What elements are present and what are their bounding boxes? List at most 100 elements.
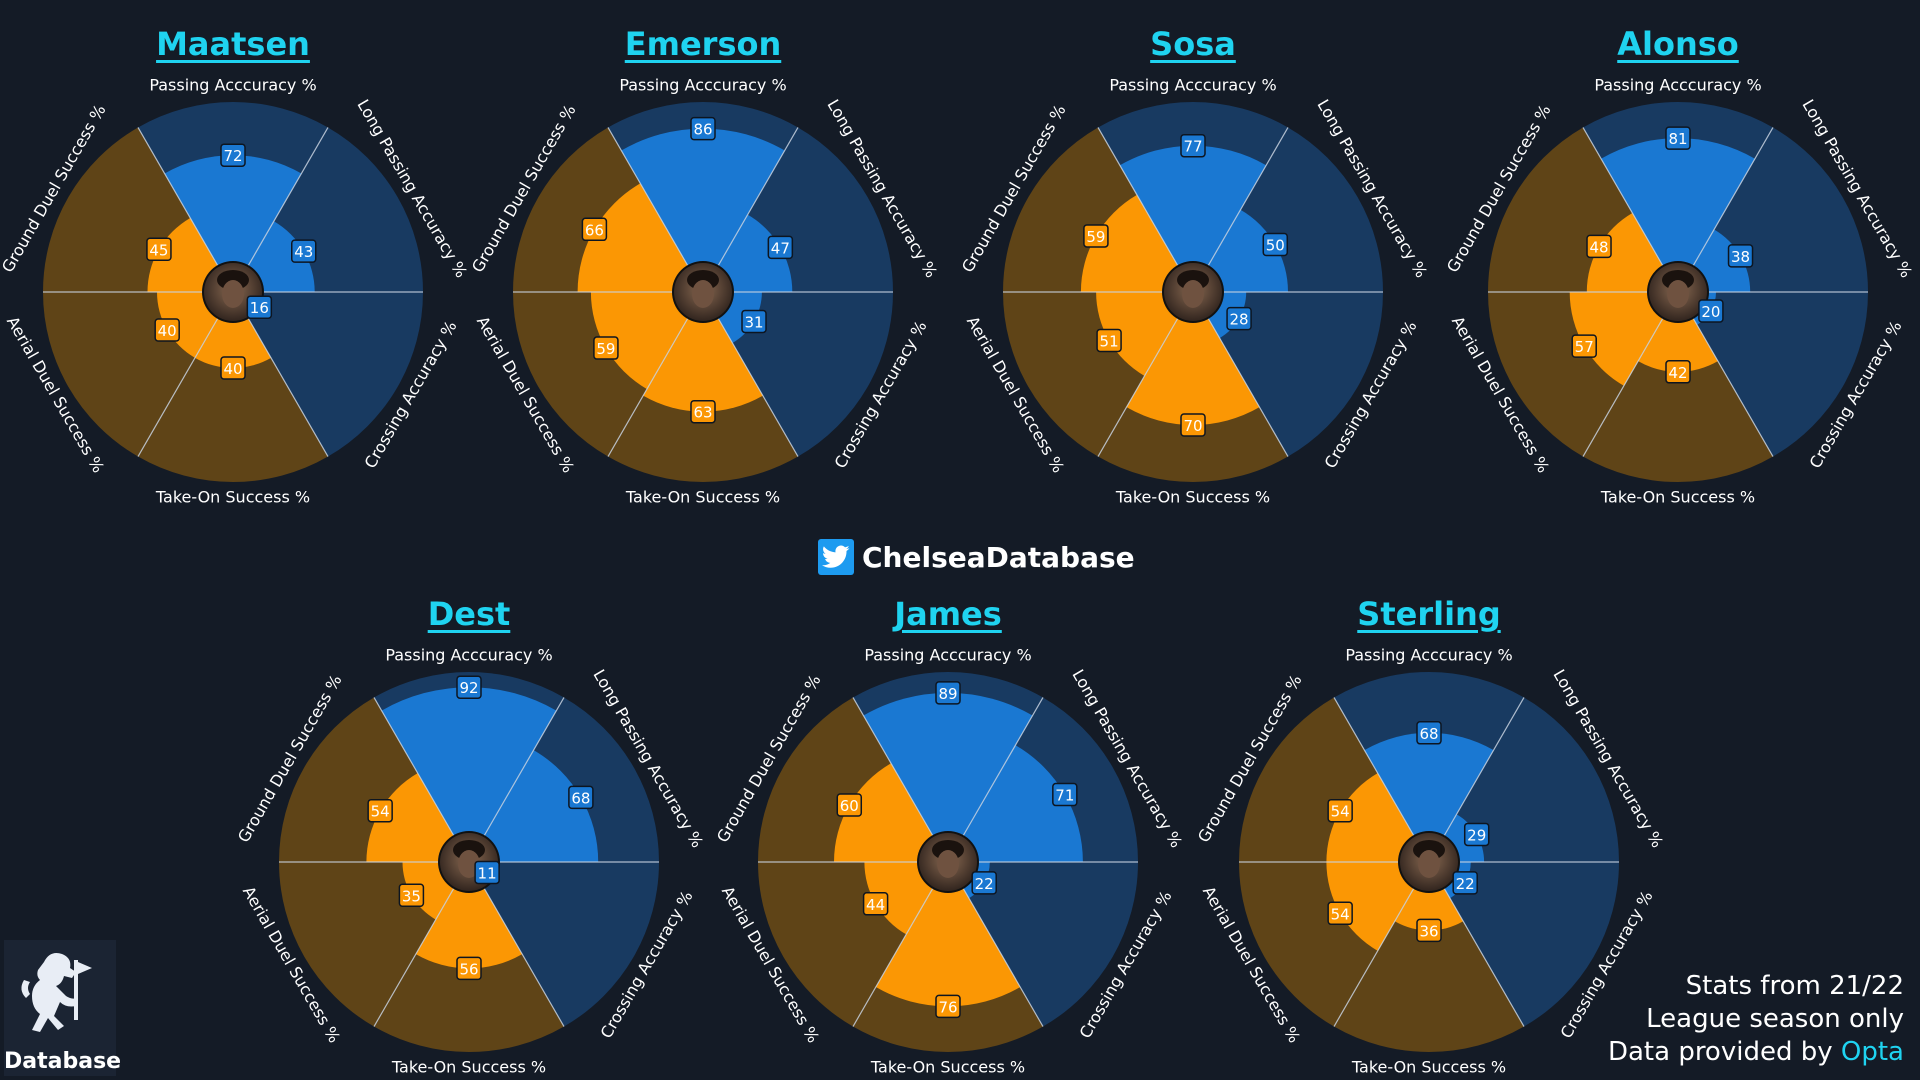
value-slice-passing-acccuracy (1119, 145, 1267, 292)
value-label: 63 (693, 404, 712, 422)
player-avatar-icon (1647, 261, 1709, 323)
value-slice-take-on-success (415, 862, 523, 969)
slice-divider (852, 697, 949, 863)
value-label: 47 (771, 239, 790, 257)
slice-divider (1333, 861, 1430, 1027)
value-slice-take-on-success (1394, 862, 1464, 931)
value-label: 70 (1183, 417, 1202, 435)
value-slice-ground-duel-success (834, 763, 948, 862)
player-title-dest: Dest (427, 595, 511, 633)
footer-line-1: Stats from 21/22 (1685, 971, 1904, 1001)
value-label: 68 (571, 789, 590, 807)
value-label: 40 (158, 322, 177, 340)
value-label: 20 (1701, 303, 1720, 321)
value-badge-long-passing-accuracy: 43 (291, 239, 317, 263)
value-slice-passing-acccuracy (1601, 138, 1755, 292)
value-slice-passing-acccuracy (1364, 732, 1494, 862)
value-slice-aerial-duel-success (1326, 862, 1429, 951)
category-label-take-on-success: Take-On Success % (870, 1058, 1025, 1077)
slice-bg-take-on-success (1334, 862, 1524, 1052)
player-title-emerson: Emerson (624, 25, 782, 63)
value-badge-aerial-duel-success: 57 (1571, 334, 1597, 358)
value-label: 68 (1419, 725, 1438, 743)
value-badge-take-on-success: 56 (456, 956, 482, 981)
value-badge-ground-duel-success: 48 (1586, 234, 1612, 259)
value-slice-ground-duel-success (577, 183, 703, 292)
value-badge-take-on-success: 40 (220, 356, 246, 380)
category-label-take-on-success: Take-On Success % (1351, 1058, 1506, 1077)
value-label: 40 (223, 360, 242, 378)
value-label: 81 (1668, 130, 1687, 148)
value-badge-long-passing-accuracy: 38 (1727, 244, 1754, 268)
value-label: 16 (250, 299, 269, 317)
value-label: 54 (1331, 905, 1350, 923)
value-badge-long-passing-accuracy: 50 (1262, 232, 1289, 257)
value-label: 60 (840, 797, 859, 815)
slice-divider (1097, 291, 1194, 457)
value-label: 42 (1668, 364, 1687, 382)
value-badge-ground-duel-success: 54 (1327, 798, 1353, 823)
value-badge-aerial-duel-success: 44 (862, 892, 889, 916)
value-slice-aerial-duel-success (1569, 292, 1678, 386)
value-badge-take-on-success: 36 (1416, 918, 1442, 943)
value-label: 43 (294, 243, 313, 261)
value-badge-aerial-duel-success: 40 (154, 318, 180, 342)
player-avatar-icon (1398, 831, 1460, 893)
slice-bg-crossing-accuracy (1678, 292, 1868, 457)
value-badge-crossing-accuracy: 11 (474, 860, 500, 885)
value-label: 29 (1467, 826, 1486, 844)
player-title-alonso: Alonso (1617, 25, 1739, 63)
category-label-passing-acccuracy: Passing Acccuracy % (1345, 646, 1512, 665)
category-label-passing-acccuracy: Passing Acccuracy % (385, 646, 552, 665)
value-badge-take-on-success: 42 (1665, 360, 1691, 384)
slice-divider (373, 861, 470, 1027)
value-label: 66 (585, 221, 604, 239)
slice-divider (468, 861, 565, 1027)
value-badge-long-passing-accuracy: 47 (767, 235, 794, 260)
slice-bg-crossing-accuracy (233, 292, 423, 457)
value-slice-aerial-duel-success (1096, 292, 1193, 376)
slice-divider (468, 697, 565, 863)
value-slice-ground-duel-success (1326, 773, 1429, 862)
value-slice-passing-acccuracy (863, 692, 1033, 862)
slice-divider (607, 127, 704, 293)
footer-line-3-prefix: Data provided by (1607, 1037, 1841, 1067)
value-slice-take-on-success (643, 292, 763, 412)
slice-divider (1428, 861, 1525, 1027)
player-avatar-icon (1162, 261, 1224, 323)
value-badge-ground-duel-success: 59 (1083, 224, 1109, 248)
value-label: 36 (1419, 922, 1438, 940)
value-badge-ground-duel-success: 45 (146, 237, 172, 261)
value-slice-take-on-success (875, 862, 1021, 1007)
value-slice-ground-duel-success (366, 773, 469, 862)
slice-bg-crossing-accuracy (469, 862, 659, 1027)
value-slice-take-on-success (1126, 292, 1260, 425)
value-badge-long-passing-accuracy: 71 (1052, 782, 1078, 807)
footer-source: Opta (1840, 1037, 1904, 1067)
footer-line-3: Data provided by Opta (1608, 1036, 1904, 1069)
value-label: 86 (693, 121, 712, 139)
slice-divider (702, 291, 799, 457)
value-label: 72 (223, 147, 242, 165)
value-slice-passing-acccuracy (621, 128, 785, 292)
slice-divider (137, 291, 234, 457)
slice-divider (947, 861, 1044, 1027)
category-label-passing-acccuracy: Passing Acccuracy % (864, 646, 1031, 665)
value-label: 76 (938, 998, 957, 1016)
chelsea-lion-icon (21, 953, 92, 1032)
value-label: 28 (1230, 311, 1249, 329)
slice-bg-take-on-success (1583, 292, 1773, 482)
value-badge-take-on-success: 63 (690, 399, 716, 424)
slice-divider (1582, 127, 1679, 293)
value-badge-crossing-accuracy: 31 (741, 309, 767, 334)
category-label-passing-acccuracy: Passing Acccuracy % (619, 76, 786, 95)
slice-divider (1333, 697, 1430, 863)
value-label: 54 (371, 803, 390, 821)
player-title-james: James (894, 595, 1002, 633)
slice-bg-take-on-success (138, 292, 328, 482)
value-badge-passing-acccuracy: 81 (1665, 126, 1691, 150)
